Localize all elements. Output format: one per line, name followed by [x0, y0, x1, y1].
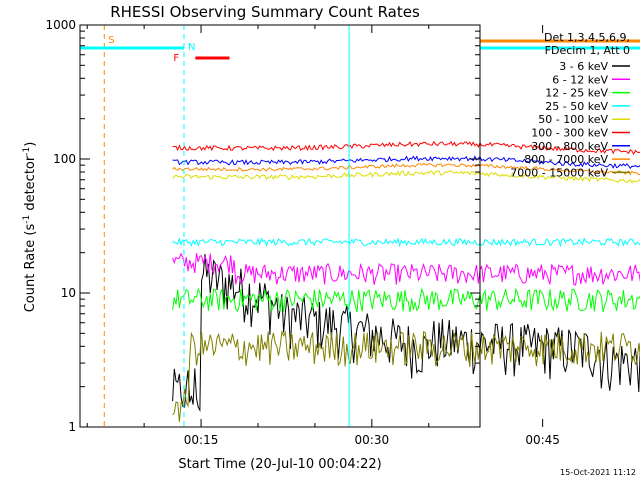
legend-label: 25 - 50 keV [545, 100, 608, 113]
legend-label: 50 - 100 keV [538, 113, 608, 126]
y-tick-label: 1 [68, 420, 76, 434]
y-axis-label: Count Rate (s-1 detector-1) [22, 142, 38, 313]
x-tick-label: 00:45 [525, 433, 560, 447]
series-line-4 [172, 236, 640, 248]
x-tick-label: 00:30 [355, 433, 390, 447]
series-layer [172, 140, 640, 422]
series-line-3 [172, 287, 640, 313]
legend-label: 800 - 7000 keV [524, 153, 608, 166]
legend-header-line-1: Det 1,3,4,5,6,9, [544, 31, 630, 44]
legend: Det 1,3,4,5,6,9, FDecim 1, Att 0 3 - 6 k… [510, 31, 630, 179]
legend-label: 12 - 25 keV [545, 87, 608, 100]
timestamp: 15-Oct-2021 11:12 [560, 468, 636, 477]
series-line-7 [172, 155, 640, 170]
series-line-8 [172, 162, 640, 176]
overlay-layer: S NF [80, 25, 640, 427]
x-tick-label: 00:15 [184, 433, 219, 447]
chart-title: RHESSI Observing Summary Count Rates [110, 3, 420, 21]
legend-label: 7000 - 15000 keV [510, 166, 608, 179]
flag-label-f: F [173, 53, 179, 64]
legend-label: 3 - 6 keV [559, 60, 608, 73]
legend-header-line-2: FDecim 1, Att 0 [545, 44, 630, 57]
legend-label: 100 - 300 keV [531, 127, 608, 140]
flag-label-n: N [188, 42, 195, 53]
y-tick-label: 100 [53, 152, 76, 166]
legend-label: 300 - 800 keV [531, 140, 608, 153]
y-tick-label: 1000 [45, 18, 76, 32]
series-line-1 [172, 254, 640, 413]
flag-label-s: S [108, 35, 114, 46]
series-line-5 [172, 170, 640, 184]
plot-frame [79, 24, 481, 428]
x-axis-label: Start Time (20-Jul-10 00:04:22) [178, 457, 381, 472]
series-line-9 [172, 329, 640, 422]
legend-label: 6 - 12 keV [552, 73, 608, 86]
series-line-6 [172, 140, 640, 156]
series-line-2 [172, 252, 640, 286]
y-tick-label: 10 [61, 286, 76, 300]
